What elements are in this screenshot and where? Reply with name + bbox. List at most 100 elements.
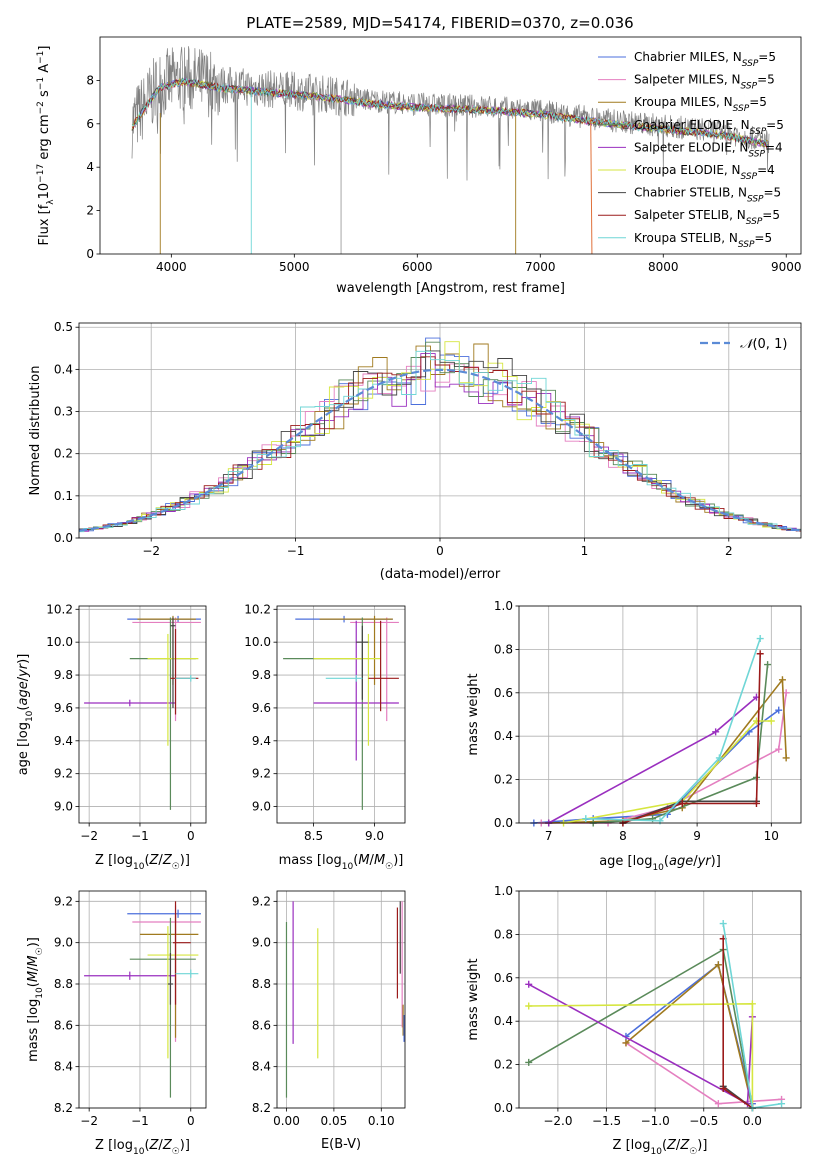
axes-frame — [99, 36, 802, 255]
errorbars — [283, 615, 399, 810]
x-tick-label: 0.00 — [273, 1114, 300, 1128]
y-tick-label: 0 — [86, 247, 94, 261]
x-tick-label: 5000 — [279, 260, 310, 274]
y-tick-label: 0.0 — [54, 531, 73, 545]
legend-label: Chabrier ELODIE, NSSP=5 — [634, 118, 784, 137]
x-tick-label: 8.5 — [304, 829, 323, 843]
weight-marker — [719, 1084, 727, 1092]
histograms — [79, 337, 801, 533]
y-tick-label: 0.6 — [494, 686, 513, 700]
mass-vs-z-panel: −2 −1 0 8.2 8.4 8.6 8.8 9.0 9.2 Z [log10(Z/Z☉)] ma… — [26, 890, 207, 1157]
legend-label: Salpeter ELODIE, NSSP=4 — [634, 140, 783, 159]
y-tick-label: 1.0 — [494, 599, 513, 613]
y-tick-label: 9.8 — [54, 668, 73, 682]
weight-marker — [756, 635, 764, 643]
figure-title: PLATE=2589, MJD=54174, FIBERID=0370, z=0… — [246, 14, 633, 32]
histogram-step-8 — [79, 350, 801, 533]
y-tick-label: 8.4 — [54, 1060, 73, 1074]
weight-marker — [782, 754, 790, 762]
axes-frame — [78, 890, 207, 1109]
y-tick-label: 10.2 — [46, 602, 73, 616]
weight-marker — [752, 799, 760, 807]
y-tick-label: 9.8 — [252, 668, 271, 682]
weight-marker — [714, 961, 722, 969]
y-tick-label: 0.3 — [54, 405, 73, 419]
x-tick-label: −1 — [131, 1114, 149, 1128]
weight-line-4 — [528, 983, 754, 1106]
y-tick-label: 8.2 — [54, 1101, 73, 1115]
x-tick-label: 0 — [436, 544, 444, 558]
x-tick-label: 0.10 — [368, 1114, 395, 1128]
weight-marker — [748, 1000, 756, 1008]
axes-frame — [276, 890, 406, 1109]
y-tick-label: 8.8 — [252, 977, 271, 991]
model-line-8 — [131, 77, 769, 148]
y-tick-label: 0.2 — [494, 1058, 513, 1072]
legend-label: Kroupa ELODIE, NSSP=4 — [634, 163, 775, 182]
x-axis-label: Z [log10(Z/Z☉)] — [95, 1138, 190, 1157]
legend-label: Kroupa MILES, NSSP=5 — [634, 95, 767, 114]
weight-lines — [530, 635, 790, 827]
errorbars — [84, 615, 201, 810]
x-tick-label: 8 — [619, 829, 627, 843]
y-tick-label: 0.6 — [494, 971, 513, 985]
y-tick-label: 0.0 — [494, 816, 513, 830]
weight-line-8 — [585, 638, 761, 822]
x-tick-label: 9 — [693, 829, 701, 843]
axes-frame — [518, 890, 802, 1109]
x-tick-label: 0 — [187, 1114, 195, 1128]
x-tick-label: 7 — [545, 829, 553, 843]
y-tick-label: 9.6 — [54, 701, 73, 715]
legend-label: Salpeter MILES, NSSP=5 — [634, 73, 775, 92]
y-tick-label: 9.2 — [54, 894, 73, 908]
y-tick-label: 10.0 — [46, 635, 73, 649]
y-tick-label: 0.5 — [54, 320, 73, 334]
legend-label: Kroupa STELIB, NSSP=5 — [634, 231, 772, 250]
y-tick-label: 8.8 — [54, 977, 73, 991]
y-tick-label: 0.8 — [494, 927, 513, 941]
weight-marker — [525, 980, 533, 988]
x-tick-label: 9000 — [771, 260, 802, 274]
x-axis-label: Z [log10(Z/Z☉)] — [613, 1138, 708, 1157]
weight-marker — [525, 1002, 533, 1010]
legend: Chabrier MILES, NSSP=5 Salpeter MILES, NS… — [598, 50, 784, 250]
y-tick-label: 9.2 — [54, 767, 73, 781]
x-tick-label: −1.0 — [641, 1114, 670, 1128]
x-tick-label: 4000 — [156, 260, 187, 274]
y-tick-label: 9.0 — [54, 800, 73, 814]
x-tick-label: 6000 — [402, 260, 433, 274]
residuals-panel: −2 −1 0 1 2 0.0 0.1 0.2 0.3 0.4 0.5 (data-model)/er… — [28, 320, 802, 582]
spectrum-data — [131, 46, 770, 254]
y-axis-label: mass weight — [466, 958, 481, 1040]
y-tick-label: 8.6 — [54, 1018, 73, 1032]
y-tick-label: 0.2 — [494, 773, 513, 787]
y-tick-label: 9.0 — [252, 800, 271, 814]
age-vs-mass-panel: 8.5 9.0 9.0 9.2 9.4 9.6 9.8 10.0 10.2 mass [log10… — [244, 602, 406, 872]
y-tick-label: 9.0 — [54, 936, 73, 950]
x-axis-label: wavelength [Angstrom, rest frame] — [336, 281, 565, 296]
legend-label: Chabrier STELIB, NSSP=5 — [634, 186, 781, 205]
legend-label: Salpeter STELIB, NSSP=5 — [634, 208, 780, 227]
weight-marker — [778, 1100, 786, 1108]
model-line-6 — [131, 78, 769, 148]
weight-marker — [714, 1100, 722, 1108]
y-axis-label: mass [log10(M/M☉)] — [26, 937, 45, 1062]
x-tick-label: −1 — [131, 829, 149, 843]
x-tick-label: −1.5 — [592, 1114, 621, 1128]
weight-marker — [775, 706, 783, 714]
x-tick-label: 1 — [581, 544, 589, 558]
axes-frame — [78, 605, 207, 824]
x-tick-label: 10 — [764, 829, 779, 843]
weight-marker — [622, 1039, 630, 1047]
weight-marker — [764, 661, 772, 669]
y-tick-label: 9.4 — [252, 734, 271, 748]
weight-line-5 — [528, 1002, 754, 1108]
weight-marker — [756, 650, 764, 658]
x-tick-label: 8000 — [648, 260, 679, 274]
y-tick-label: 0.0 — [494, 1101, 513, 1115]
x-tick-label: 0.0 — [743, 1114, 762, 1128]
x-tick-label: −1 — [287, 544, 305, 558]
x-tick-label: 2 — [725, 544, 733, 558]
weight-marker — [767, 717, 775, 725]
